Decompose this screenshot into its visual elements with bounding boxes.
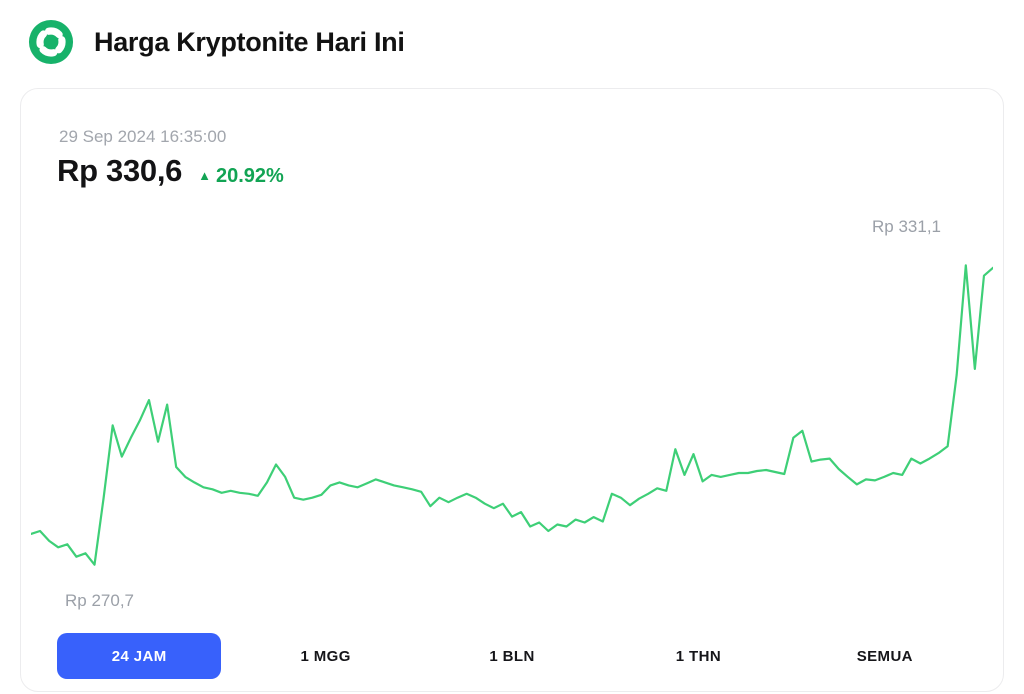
tab-semua[interactable]: SEMUA bbox=[803, 633, 967, 679]
tab-1-bln[interactable]: 1 BLN bbox=[430, 633, 594, 679]
page-title: Harga Kryptonite Hari Ini bbox=[94, 26, 405, 57]
price-change-percent: 20.92% bbox=[216, 165, 284, 187]
price-chart-card: 29 Sep 2024 16:35:00 Rp 330,6 ▲ 20.92% R… bbox=[20, 88, 1004, 692]
current-price: Rp 330,6 bbox=[57, 153, 183, 188]
price-line-chart[interactable] bbox=[31, 241, 993, 583]
tab-24-jam[interactable]: 24 JAM bbox=[57, 633, 222, 679]
price-timestamp: 29 Sep 2024 16:35:00 bbox=[59, 127, 227, 146]
tab-1-thn[interactable]: 1 THN bbox=[616, 633, 780, 679]
brand-logo-icon bbox=[28, 19, 74, 65]
price-block: 29 Sep 2024 16:35:00 Rp 330,6 ▲ 20.92% bbox=[21, 89, 1003, 189]
time-range-tabs: 24 JAM 1 MGG 1 BLN 1 THN SEMUA bbox=[57, 633, 967, 679]
up-triangle-icon: ▲ bbox=[198, 168, 211, 183]
tab-1-mgg[interactable]: 1 MGG bbox=[243, 633, 407, 679]
price-change-badge: ▲ 20.92% bbox=[198, 165, 284, 188]
price-chart-area[interactable]: Rp 331,1 Rp 270,7 bbox=[31, 217, 993, 610]
high-price-annotation: Rp 331,1 bbox=[872, 217, 941, 236]
low-price-annotation: Rp 270,7 bbox=[65, 591, 134, 610]
page-header: Harga Kryptonite Hari Ini bbox=[0, 0, 1024, 72]
